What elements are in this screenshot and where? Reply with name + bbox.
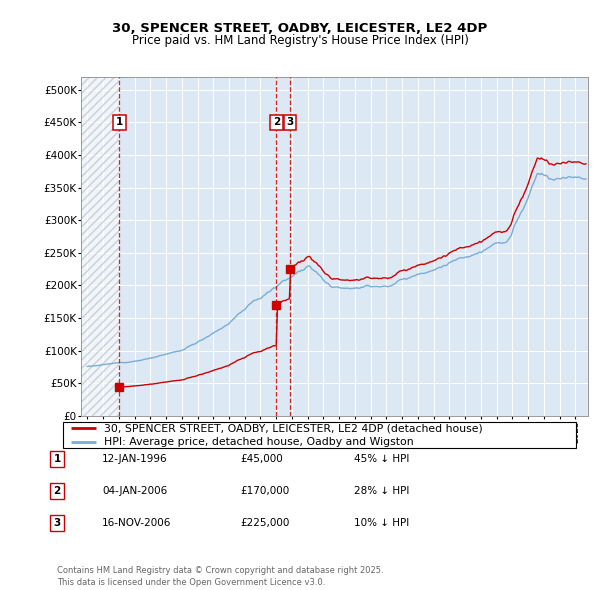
Text: 30, SPENCER STREET, OADBY, LEICESTER, LE2 4DP: 30, SPENCER STREET, OADBY, LEICESTER, LE…: [112, 22, 488, 35]
Text: 2: 2: [273, 117, 280, 127]
Text: £170,000: £170,000: [240, 486, 289, 496]
Text: 12-JAN-1996: 12-JAN-1996: [102, 454, 167, 464]
Text: 3: 3: [53, 518, 61, 527]
Text: 1: 1: [53, 454, 61, 464]
Text: 45% ↓ HPI: 45% ↓ HPI: [354, 454, 409, 464]
Text: 28% ↓ HPI: 28% ↓ HPI: [354, 486, 409, 496]
Text: 30, SPENCER STREET, OADBY, LEICESTER, LE2 4DP (detached house): 30, SPENCER STREET, OADBY, LEICESTER, LE…: [104, 424, 483, 434]
Text: HPI: Average price, detached house, Oadby and Wigston: HPI: Average price, detached house, Oadb…: [104, 437, 413, 447]
Text: 3: 3: [286, 117, 294, 127]
FancyBboxPatch shape: [63, 422, 576, 448]
Text: £225,000: £225,000: [240, 518, 289, 527]
Text: 04-JAN-2006: 04-JAN-2006: [102, 486, 167, 496]
Text: Price paid vs. HM Land Registry's House Price Index (HPI): Price paid vs. HM Land Registry's House …: [131, 34, 469, 47]
Text: 10% ↓ HPI: 10% ↓ HPI: [354, 518, 409, 527]
Text: 1: 1: [116, 117, 123, 127]
Bar: [81, 77, 119, 416]
Text: £45,000: £45,000: [240, 454, 283, 464]
Text: 2: 2: [53, 486, 61, 496]
Text: Contains HM Land Registry data © Crown copyright and database right 2025.
This d: Contains HM Land Registry data © Crown c…: [57, 566, 383, 587]
Text: 16-NOV-2006: 16-NOV-2006: [102, 518, 172, 527]
